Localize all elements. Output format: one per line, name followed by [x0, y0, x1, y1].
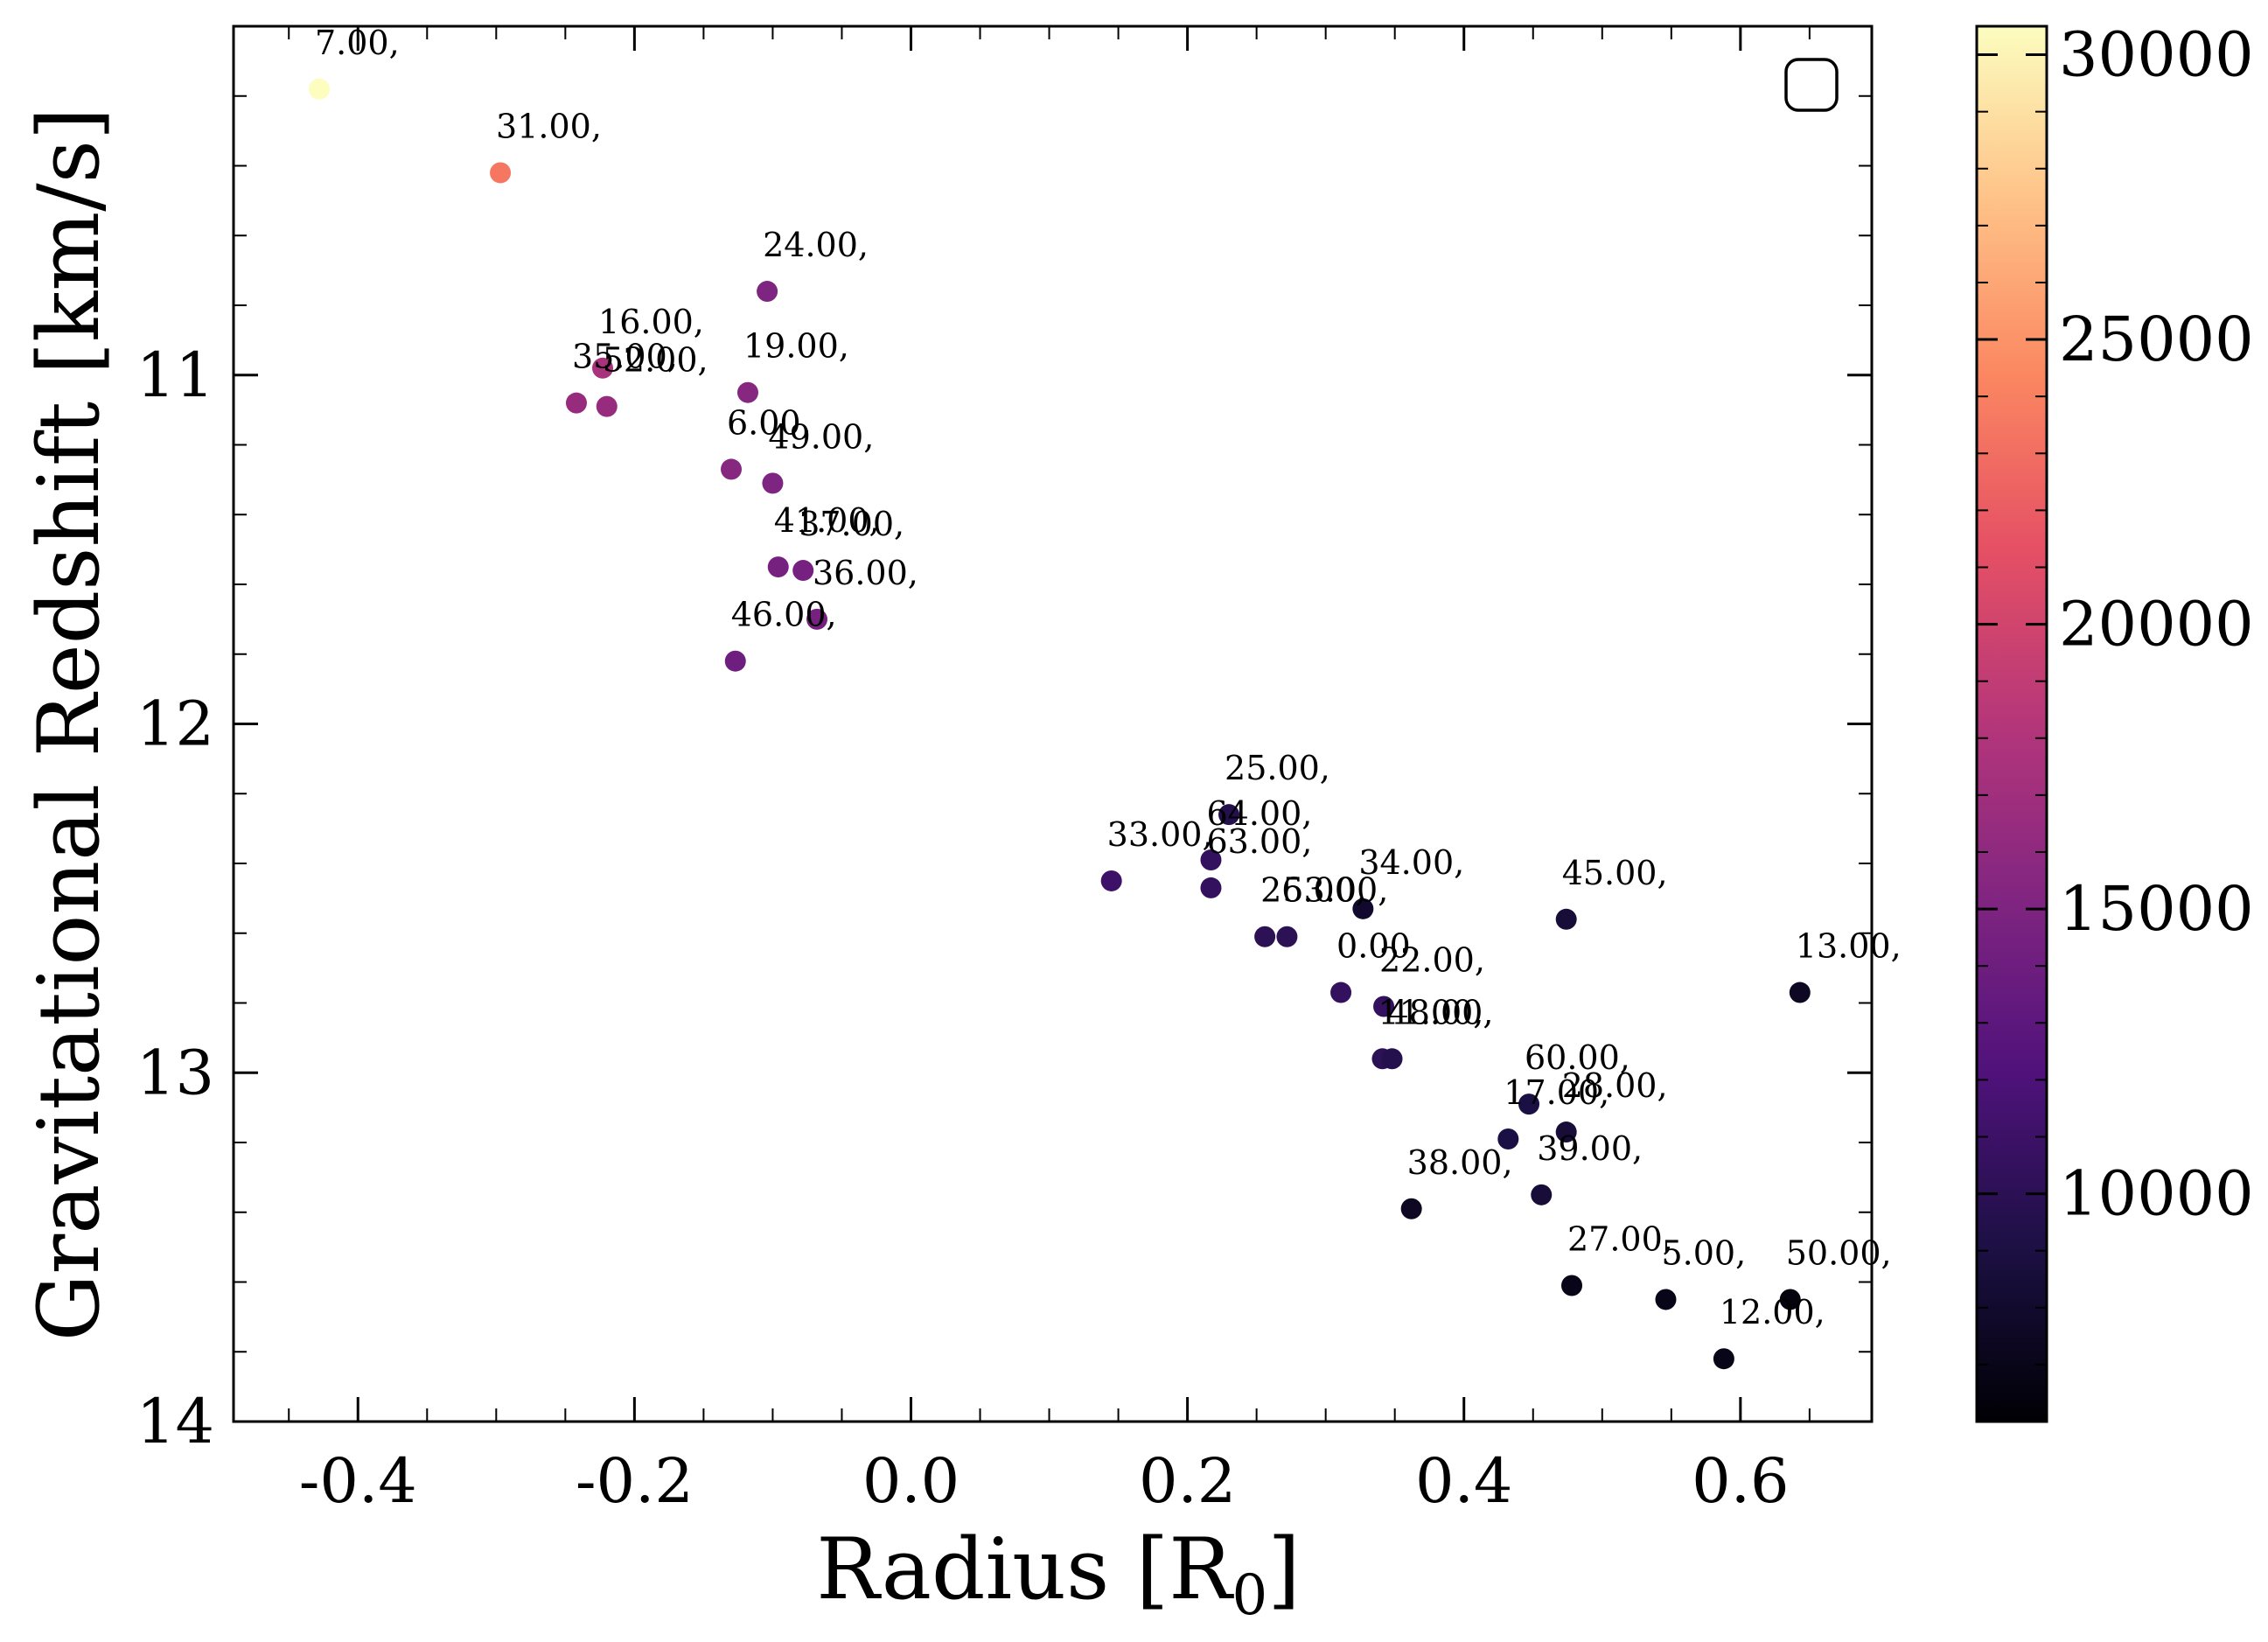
- point-label: 17.00,: [1504, 1073, 1609, 1112]
- data-point: [721, 458, 743, 480]
- data-point: [1100, 870, 1122, 891]
- colorbar: [1975, 24, 2048, 1423]
- point-label: 25.00,: [1225, 749, 1330, 787]
- data-point: [592, 357, 614, 379]
- data-point: [1330, 982, 1352, 1003]
- point-label: 46.00,: [731, 596, 837, 634]
- point-label: 53.00,: [1282, 871, 1388, 910]
- data-point: [1200, 849, 1222, 871]
- data-point: [565, 392, 587, 414]
- plot-frame: [232, 24, 1874, 1423]
- data-point: [1555, 1121, 1577, 1143]
- point-label: 22.00,: [1379, 940, 1485, 979]
- data-point: [1555, 908, 1577, 930]
- x-tick-label: 0.6: [1692, 1445, 1789, 1517]
- data-point: [1713, 1348, 1734, 1370]
- point-label: 64.00,: [1206, 794, 1312, 833]
- data-point: [736, 381, 758, 403]
- legend-box: [1784, 58, 1839, 112]
- point-label: 49.00,: [768, 417, 874, 456]
- point-label: 37.00,: [799, 505, 904, 543]
- point-label: 31.00,: [496, 107, 602, 145]
- point-label: 41.00,: [774, 501, 880, 540]
- data-point: [1779, 1289, 1801, 1310]
- point-label: 39.00,: [1537, 1129, 1643, 1168]
- point-label: 0.00,: [1336, 927, 1421, 966]
- point-label: 34.00,: [1358, 843, 1464, 882]
- x-tick-label: -0.2: [576, 1445, 694, 1517]
- point-label: 33.00,: [1107, 815, 1213, 854]
- point-label: 13.00,: [1796, 927, 1902, 966]
- colorbar-tick-label: 20000: [2059, 589, 2254, 660]
- colorbar-tick-label: 25000: [2059, 304, 2254, 375]
- x-tick-label: 0.0: [862, 1445, 960, 1517]
- data-point: [762, 472, 784, 494]
- data-point: [1561, 1275, 1583, 1296]
- point-label: 63.00,: [1206, 822, 1312, 861]
- data-point: [1200, 877, 1222, 898]
- y-tick-label: 12: [136, 688, 214, 760]
- data-point: [757, 281, 778, 303]
- point-label: 45.00,: [1562, 854, 1668, 892]
- data-point: [792, 560, 814, 582]
- data-point: [596, 395, 618, 417]
- point-label: 16.00,: [598, 303, 704, 341]
- point-label: 7.00,: [315, 24, 400, 62]
- point-label: 19.00,: [743, 327, 849, 366]
- point-label: 12.00,: [1720, 1293, 1825, 1331]
- point-label: 6.00,: [727, 403, 812, 442]
- colorbar-tick-label: 10000: [2059, 1158, 2254, 1230]
- y-tick-label: 11: [136, 339, 214, 411]
- point-label: 48.00,: [1388, 993, 1494, 1031]
- data-point: [1276, 926, 1298, 947]
- data-point: [1655, 1289, 1677, 1310]
- data-point: [1381, 1048, 1403, 1070]
- x-tick-label: 0.2: [1139, 1445, 1236, 1517]
- data-point: [1254, 926, 1276, 947]
- data-point: [1497, 1128, 1519, 1150]
- point-label: 60.00,: [1525, 1038, 1630, 1077]
- point-label: 5.00,: [1661, 1233, 1746, 1272]
- data-point: [1400, 1198, 1422, 1219]
- point-label: 36.00,: [813, 554, 918, 592]
- data-point: [1373, 996, 1395, 1017]
- point-label: 11.00,: [1378, 993, 1483, 1031]
- point-label: 28.00,: [1562, 1066, 1668, 1105]
- point-label: 26.00,: [1260, 871, 1366, 910]
- x-tick-label: 0.4: [1415, 1445, 1512, 1517]
- point-label: 27.00,: [1567, 1219, 1673, 1258]
- y-tick-label: 14: [136, 1386, 214, 1457]
- data-point: [1789, 982, 1811, 1003]
- data-point: [767, 556, 789, 578]
- data-point: [1352, 898, 1374, 919]
- point-label: 52.00,: [603, 341, 708, 380]
- point-label: 38.00,: [1407, 1143, 1513, 1182]
- x-tick-label: -0.4: [299, 1445, 417, 1517]
- data-point: [724, 650, 746, 672]
- data-point: [308, 78, 330, 100]
- x-axis-title: Radius [R0]: [816, 1520, 1300, 1628]
- colorbar-tick-label: 30000: [2059, 19, 2254, 91]
- point-label: 35.00,: [572, 338, 678, 376]
- colorbar-tick-label: 15000: [2059, 873, 2254, 945]
- data-point: [1218, 804, 1240, 826]
- point-label: 24.00,: [763, 226, 869, 264]
- point-label: 50.00,: [1786, 1233, 1892, 1272]
- y-tick-label: 13: [136, 1037, 214, 1108]
- data-point: [806, 608, 828, 630]
- y-axis-title: Gravitational Redshift [km/s]: [20, 108, 118, 1342]
- data-point: [490, 162, 512, 184]
- data-point: [1531, 1184, 1553, 1205]
- data-point: [1518, 1094, 1540, 1115]
